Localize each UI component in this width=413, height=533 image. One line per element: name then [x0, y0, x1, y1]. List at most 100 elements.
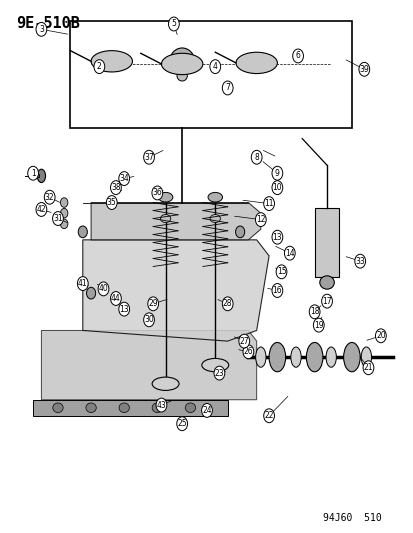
Text: 18: 18: [309, 308, 318, 316]
Ellipse shape: [86, 403, 96, 413]
Text: 9: 9: [274, 169, 279, 177]
Text: 29: 29: [148, 300, 158, 308]
Ellipse shape: [325, 347, 336, 367]
Text: 38: 38: [111, 183, 121, 192]
Circle shape: [263, 409, 274, 423]
Ellipse shape: [319, 276, 334, 289]
Text: 41: 41: [78, 279, 88, 288]
Text: 40: 40: [98, 285, 108, 293]
Text: 33: 33: [354, 257, 364, 265]
Text: 27: 27: [239, 337, 249, 345]
Polygon shape: [33, 400, 227, 416]
Ellipse shape: [176, 70, 187, 81]
Circle shape: [362, 361, 373, 375]
Circle shape: [143, 150, 154, 164]
Text: 43: 43: [156, 401, 166, 409]
Ellipse shape: [91, 51, 132, 72]
Circle shape: [106, 196, 117, 209]
Text: 20: 20: [375, 332, 385, 340]
Circle shape: [28, 166, 38, 180]
Text: 31: 31: [53, 214, 63, 223]
Text: 4: 4: [212, 62, 217, 71]
Ellipse shape: [235, 226, 244, 238]
Text: 10: 10: [272, 183, 282, 192]
Ellipse shape: [161, 53, 202, 75]
Ellipse shape: [152, 377, 179, 390]
Circle shape: [255, 213, 266, 227]
Circle shape: [77, 277, 88, 290]
Circle shape: [201, 403, 212, 417]
Text: 25: 25: [177, 419, 187, 428]
Circle shape: [238, 334, 249, 348]
Ellipse shape: [119, 403, 129, 413]
Text: 32: 32: [45, 193, 55, 201]
Circle shape: [36, 203, 47, 216]
Text: 21: 21: [363, 364, 372, 372]
Text: 14: 14: [284, 249, 294, 257]
Ellipse shape: [209, 215, 220, 223]
Text: 1: 1: [31, 169, 36, 177]
Text: 16: 16: [272, 286, 282, 295]
Circle shape: [271, 181, 282, 195]
Circle shape: [292, 49, 303, 63]
Ellipse shape: [60, 219, 68, 229]
Circle shape: [110, 181, 121, 195]
Text: 28: 28: [223, 300, 232, 308]
Ellipse shape: [60, 198, 68, 207]
Circle shape: [222, 81, 233, 95]
Ellipse shape: [268, 342, 285, 372]
Circle shape: [119, 302, 129, 316]
Circle shape: [321, 294, 332, 308]
Ellipse shape: [185, 403, 195, 413]
Circle shape: [36, 22, 47, 36]
Text: 39: 39: [358, 65, 368, 74]
Ellipse shape: [86, 287, 95, 299]
Circle shape: [271, 230, 282, 244]
Circle shape: [275, 265, 286, 279]
Ellipse shape: [343, 342, 359, 372]
Bar: [314, 208, 339, 277]
Circle shape: [119, 172, 129, 185]
Circle shape: [242, 345, 253, 359]
Ellipse shape: [306, 342, 322, 372]
Ellipse shape: [255, 347, 266, 367]
Text: 30: 30: [144, 316, 154, 324]
Circle shape: [271, 284, 282, 297]
Text: 13: 13: [119, 305, 129, 313]
Ellipse shape: [37, 169, 45, 182]
Ellipse shape: [53, 403, 63, 413]
Text: 11: 11: [264, 199, 273, 208]
Text: 12: 12: [256, 215, 265, 224]
Circle shape: [271, 166, 282, 180]
Text: 7: 7: [225, 84, 230, 92]
Text: 6: 6: [295, 52, 300, 60]
Bar: [31, 174, 38, 177]
Text: 22: 22: [264, 411, 273, 420]
Circle shape: [98, 282, 109, 296]
Circle shape: [94, 60, 104, 74]
Text: 42: 42: [36, 205, 46, 214]
Ellipse shape: [360, 347, 371, 367]
Text: 17: 17: [321, 297, 331, 305]
Circle shape: [156, 398, 166, 412]
Circle shape: [44, 190, 55, 204]
Circle shape: [309, 305, 319, 319]
Ellipse shape: [78, 226, 87, 238]
Ellipse shape: [169, 48, 194, 75]
Circle shape: [209, 60, 220, 74]
Polygon shape: [41, 330, 256, 400]
Polygon shape: [91, 203, 260, 240]
Ellipse shape: [207, 192, 222, 202]
Circle shape: [222, 297, 233, 311]
Ellipse shape: [202, 358, 228, 372]
Text: 5: 5: [171, 20, 176, 28]
Circle shape: [168, 17, 179, 31]
Circle shape: [152, 186, 162, 200]
Text: 9E-510B: 9E-510B: [17, 16, 80, 31]
Text: 2: 2: [97, 62, 102, 71]
Circle shape: [354, 254, 365, 268]
Text: 26: 26: [243, 348, 253, 356]
Circle shape: [214, 366, 224, 380]
Circle shape: [251, 150, 261, 164]
Text: 15: 15: [276, 268, 286, 276]
